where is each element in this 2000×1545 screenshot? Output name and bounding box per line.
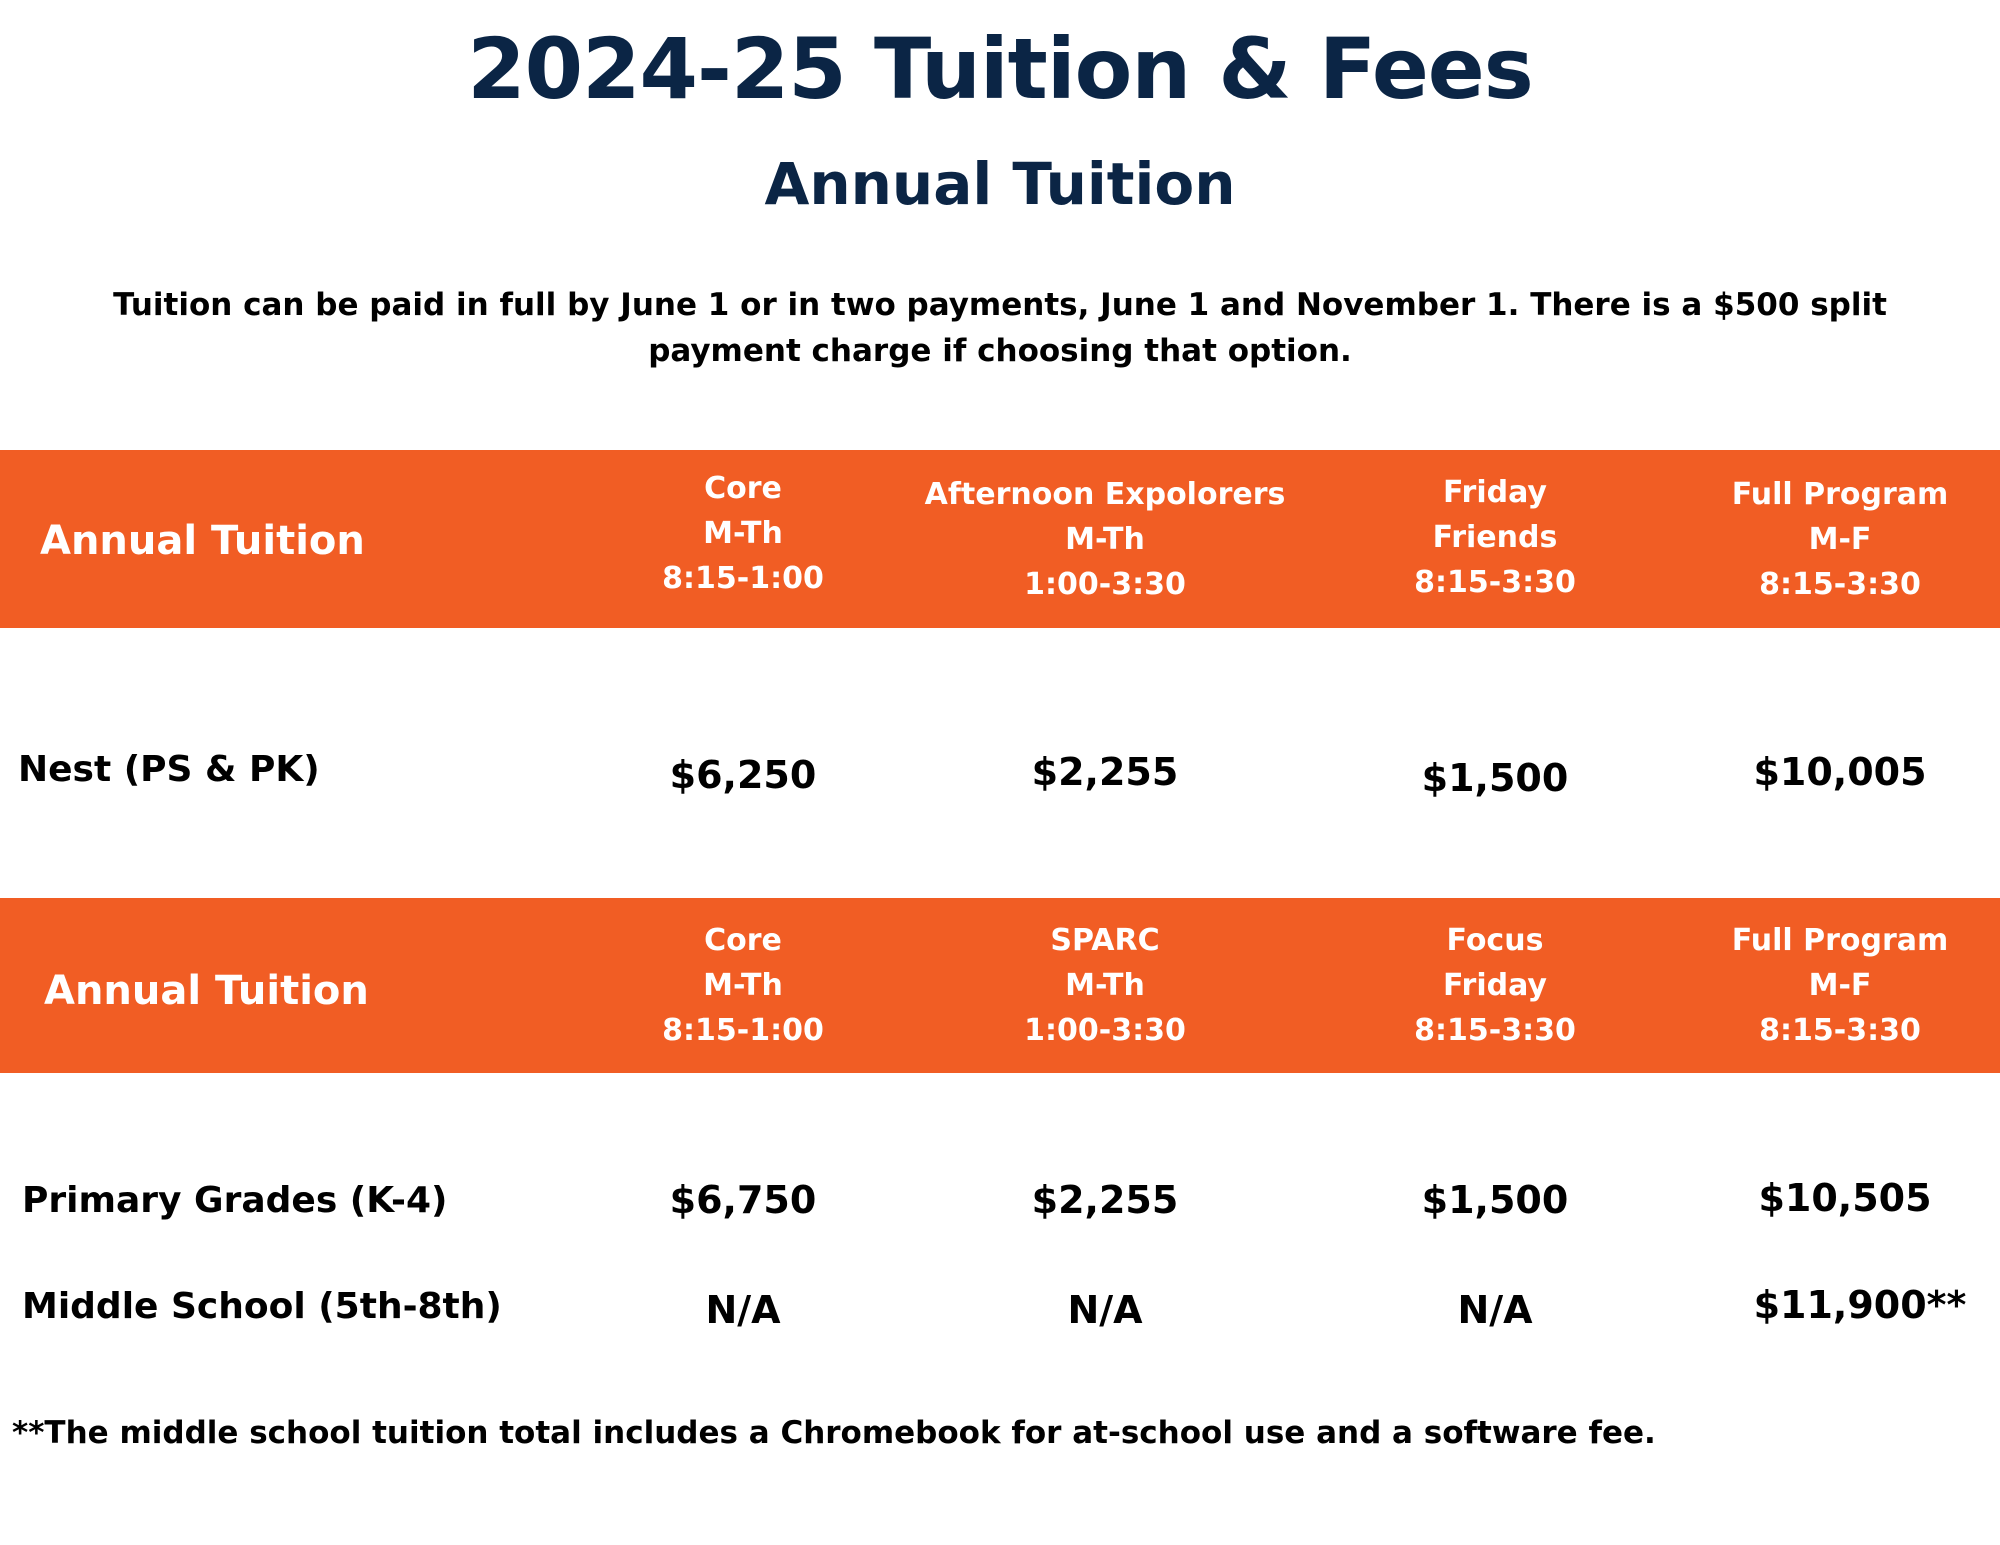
table2-cell: $2,255: [1031, 1178, 1179, 1222]
table1-col-afternoon: Afternoon Expolorers M-Th 1:00-3:30: [924, 477, 1286, 602]
page-subtitle: Annual Tuition: [764, 150, 1236, 218]
table1-header-label: Annual Tuition: [40, 518, 365, 564]
table2-cell: N/A: [705, 1288, 781, 1332]
footnote: **The middle school tuition total includ…: [12, 1415, 1656, 1451]
table2-col-full: Full Program M-F 8:15-3:30: [1731, 923, 1949, 1048]
table1-row-label: Nest (PS & PK): [18, 749, 320, 790]
table2-header-band: Annual Tuition Core M-Th 8:15-1:00 SPARC M-…: [0, 898, 2000, 1073]
table1-cell: $2,255: [1031, 750, 1179, 794]
table1-col-friday: Friday Friends 8:15-3:30: [1414, 475, 1576, 600]
table2-row-label: Primary Grades (K-4): [22, 1180, 448, 1221]
table2-cell: $1,500: [1421, 1178, 1569, 1222]
page-title: 2024-25 Tuition & Fees: [467, 20, 1534, 118]
table2-row-label: Middle School (5th-8th): [22, 1286, 502, 1327]
table2-cell: N/A: [1067, 1288, 1143, 1332]
table1-header-band: Annual Tuition Core M-Th 8:15-1:00 Afterno…: [0, 450, 2000, 628]
table2-header-label: Annual Tuition: [44, 968, 369, 1014]
table2-col-focus: Focus Friday 8:15-3:30: [1414, 923, 1576, 1048]
table2-cell: $6,750: [669, 1178, 817, 1222]
table1-cell: $6,250: [669, 753, 817, 797]
table2-cell: N/A: [1457, 1288, 1533, 1332]
table1-col-core: Core M-Th 8:15-1:00: [662, 471, 824, 596]
table2-cell: $10,505: [1758, 1176, 1932, 1220]
table1-col-full: Full Program M-F 8:15-3:30: [1731, 477, 1949, 602]
payment-note: Tuition can be paid in full by June 1 or…: [113, 287, 1887, 369]
table1-cell: $1,500: [1421, 756, 1569, 800]
table2-col-sparc: SPARC M-Th 1:00-3:30: [1024, 923, 1186, 1048]
table1-cell: $10,005: [1753, 750, 1927, 794]
table2-col-core: Core M-Th 8:15-1:00: [662, 923, 824, 1048]
table2-cell: $11,900**: [1753, 1283, 1967, 1327]
